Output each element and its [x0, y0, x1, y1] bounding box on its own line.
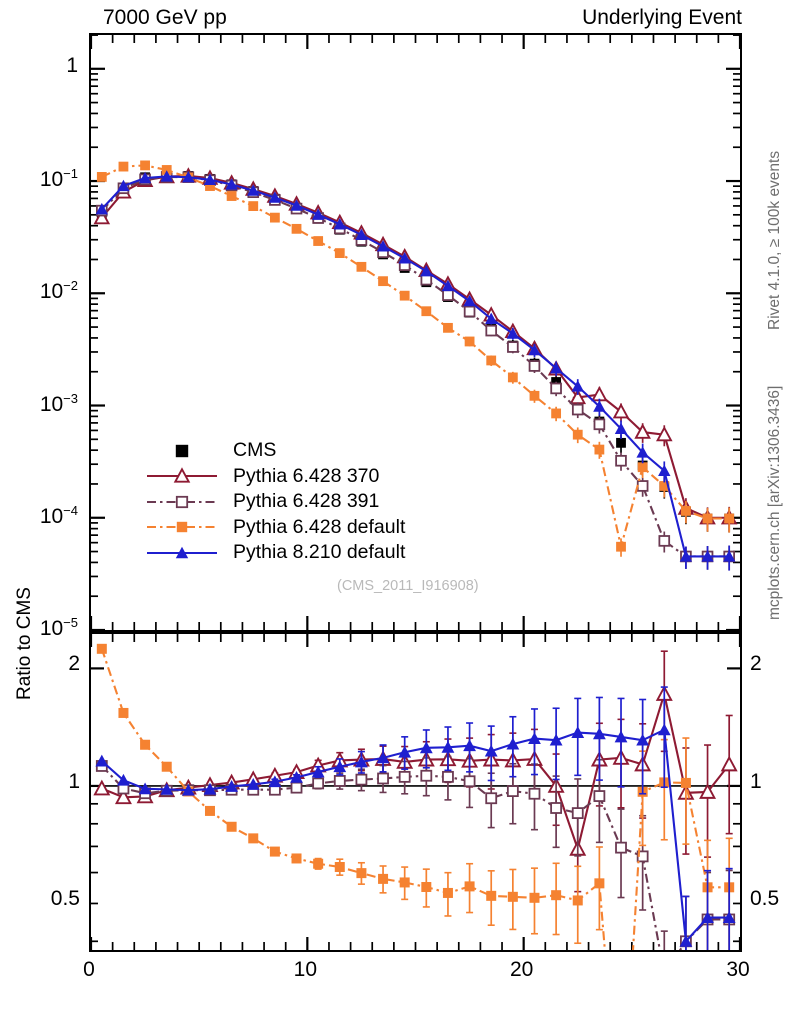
legend-key-filled-triangle-icon — [145, 542, 219, 564]
ratio-y-tick-label: 1 — [750, 769, 762, 793]
y-tick-label: 10−4 — [39, 502, 78, 528]
header-beam-label: 7000 GeV pp — [103, 6, 227, 29]
legend-label: Pythia 8.210 default — [233, 541, 406, 564]
legend-key-open-triangle-icon — [145, 465, 219, 487]
rivet-version-label: Rivet 4.1.0, ≥ 100k events — [766, 150, 783, 330]
ratio-y-tick-label: 2 — [750, 652, 762, 676]
ratio-y-tick-label: 2 — [68, 652, 80, 676]
y-tick-label: 10−3 — [39, 390, 78, 416]
legend-label: Pythia 6.428 default — [233, 515, 406, 538]
legend-label: CMS — [233, 439, 277, 462]
x-tick-label: 30 — [726, 958, 750, 981]
ratio-y-tick-label: 0.5 — [750, 887, 780, 911]
mcplots-reference-label: mcplots.cern.ch [arXiv:1306.3436] — [766, 385, 783, 620]
legend-item[interactable]: CMS — [145, 438, 405, 464]
y-tick-label: 1 — [66, 53, 78, 77]
x-tick-label: 10 — [293, 958, 317, 981]
y-tick-label: 10−5 — [39, 615, 78, 640]
legend: CMS Pythia 6.428 370 Pythia 6.428 391 Pythi… — [145, 438, 405, 566]
ratio-y-axis-label: Ratio to CMS — [14, 587, 35, 700]
legend-key-filled-square-icon — [145, 440, 219, 462]
legend-key-filled-square-icon — [145, 516, 219, 538]
main-plot-canvas — [91, 35, 740, 630]
ratio-y-tick-label: 0.5 — [50, 887, 80, 911]
legend-item[interactable]: Pythia 6.428 391 — [145, 489, 405, 515]
main-plot-frame — [89, 33, 742, 632]
ratio-y-tick-label: 1 — [68, 769, 80, 793]
y-tick-label: 10−1 — [39, 166, 78, 192]
x-tick-label: 20 — [509, 958, 534, 981]
legend-item[interactable]: Pythia 6.428 default — [145, 515, 405, 541]
legend-label: Pythia 6.428 391 — [233, 490, 380, 513]
x-tick-label: 0 — [83, 958, 95, 981]
legend-item[interactable]: Pythia 6.428 370 — [145, 464, 405, 490]
header-analysis-label: Underlying Event — [582, 6, 742, 29]
y-tick-label: 10−2 — [39, 278, 78, 304]
analysis-id-watermark: (CMS_2011_I916908) — [337, 578, 479, 594]
legend-label: Pythia 6.428 370 — [233, 464, 380, 487]
ratio-plot-canvas — [91, 634, 740, 950]
ratio-plot-frame — [89, 632, 742, 952]
legend-key-open-square-icon — [145, 491, 219, 513]
legend-item[interactable]: Pythia 8.210 default — [145, 540, 405, 566]
